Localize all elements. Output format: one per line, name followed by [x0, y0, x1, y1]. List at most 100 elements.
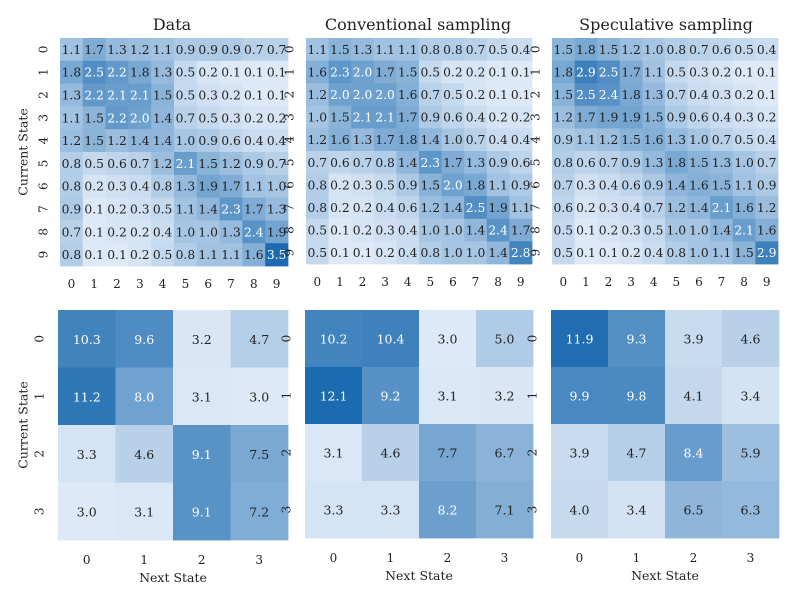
heatmap-cell	[396, 60, 420, 84]
heatmap-cell	[328, 83, 352, 107]
heatmap-cell	[619, 173, 643, 197]
cell-value-label: 0.9	[667, 111, 687, 125]
heatmap-cell	[419, 481, 477, 539]
cell-value-label: 7.1	[495, 503, 515, 518]
cell-value-label: 0.7	[308, 156, 328, 170]
cell-value-label: 3.5	[267, 248, 287, 262]
cell-value-label: 1.0	[176, 225, 196, 239]
cell-value-label: 0.4	[511, 133, 531, 147]
heatmap-cell	[608, 481, 666, 539]
y-tick-label: 7	[283, 204, 297, 212]
cell-value-label: 1.5	[644, 111, 664, 125]
x-axis-label: Next State	[385, 568, 453, 583]
cell-value-label: 1.3	[153, 66, 173, 80]
cell-value-label: 0.4	[488, 133, 508, 147]
heatmap-cell	[552, 128, 575, 152]
cell-value-label: 0.7	[130, 157, 150, 171]
heatmap-cell	[441, 105, 465, 129]
cell-value-label: 1.1	[153, 43, 173, 57]
cell-value-label: 1.6	[644, 133, 664, 147]
heatmap-cell	[328, 128, 352, 152]
y-tick-label: 0	[37, 46, 51, 54]
heatmap-cell	[60, 83, 84, 107]
heatmap-cell	[60, 243, 84, 267]
heatmap-cell	[619, 196, 643, 220]
y-tick-label: 3	[37, 114, 51, 122]
heatmap-cell	[265, 60, 289, 84]
heatmap-cell	[105, 220, 129, 244]
cell-value-label: 0.2	[130, 225, 150, 239]
cell-value-label: 3.3	[324, 503, 344, 518]
cell-value-label: 1.6	[308, 65, 328, 79]
y-tick-label: 0	[283, 45, 297, 53]
heatmap-cell	[373, 60, 397, 84]
cell-value-label: 0.1	[488, 88, 508, 102]
heatmap-cell	[265, 220, 289, 244]
heatmap-cell	[419, 105, 442, 129]
heatmap-cell	[597, 60, 621, 84]
heatmap-cell	[509, 38, 533, 61]
cell-value-label: 4.1	[684, 389, 704, 404]
heatmap-cell	[732, 151, 756, 174]
cell-value-label: 0.7	[466, 43, 486, 57]
heatmap-cell	[362, 367, 420, 425]
heatmap-cell	[552, 218, 575, 242]
cell-value-label: 1.0	[443, 246, 463, 260]
cell-value-label: 1.5	[398, 65, 418, 79]
heatmap-cell	[642, 38, 666, 61]
heatmap-cell	[351, 128, 375, 152]
heatmap-cell	[619, 151, 643, 174]
x-tick-label: 2	[198, 553, 206, 567]
heatmap-cell	[373, 105, 397, 129]
heatmap-cell	[82, 243, 106, 267]
heatmap-cell	[755, 173, 779, 197]
cell-value-label: 1.1	[375, 43, 395, 57]
cell-value-label: 3.1	[192, 389, 212, 404]
cell-value-label: 1.7	[443, 156, 463, 170]
y-tick-label: 7	[37, 205, 51, 213]
x-tick-label: 0	[330, 551, 338, 565]
heatmap-cell	[151, 197, 175, 221]
cell-value-label: 10.4	[377, 332, 405, 347]
cell-value-label: 0.2	[375, 246, 395, 260]
heatmap-cell	[710, 83, 734, 107]
x-tick-label: 3	[136, 277, 144, 291]
heatmap-cell	[687, 83, 711, 107]
heatmap-cell	[597, 38, 621, 61]
cell-value-label: 0.1	[576, 224, 596, 238]
cell-value-label: 7.5	[249, 447, 269, 462]
cell-value-label: 0.1	[330, 246, 350, 260]
heatmap-cell	[619, 83, 643, 107]
heatmap-cell	[732, 128, 756, 152]
heatmap-cell	[305, 367, 363, 425]
x-tick-label: 7	[227, 277, 235, 291]
heatmap-cell	[328, 38, 352, 61]
cell-value-label: 1.0	[644, 43, 664, 57]
heatmap-cell	[242, 129, 266, 153]
cell-value-label: 0.3	[712, 88, 732, 102]
heatmap-cell	[732, 83, 756, 107]
cell-value-label: 0.9	[198, 134, 218, 148]
heatmap-cell	[441, 38, 465, 61]
cell-value-label: 1.3	[466, 156, 486, 170]
heatmap-cell	[351, 218, 375, 242]
cell-value-label: 1.4	[712, 224, 732, 238]
y-tick-label: 3	[33, 507, 47, 515]
cell-value-label: 0.9	[398, 178, 418, 192]
heatmap-cell	[464, 173, 488, 197]
cell-value-label: 1.1	[511, 201, 531, 215]
cell-value-label: 0.9	[621, 156, 641, 170]
heatmap-cell	[665, 367, 723, 425]
cell-value-label: 2.1	[353, 111, 373, 125]
cell-value-label: 0.4	[689, 88, 709, 102]
heatmap-cell	[441, 196, 465, 220]
cell-value-label: 0.3	[599, 201, 619, 215]
heatmap-cell	[710, 105, 734, 129]
x-tick-label: 7	[718, 275, 726, 289]
heatmap-cell	[351, 83, 375, 107]
heatmap-cell	[552, 241, 575, 265]
heatmap-cell	[509, 173, 533, 197]
cell-value-label: 1.4	[443, 201, 463, 215]
cell-value-label: 1.2	[308, 88, 328, 102]
cell-value-label: 0.2	[267, 111, 287, 125]
